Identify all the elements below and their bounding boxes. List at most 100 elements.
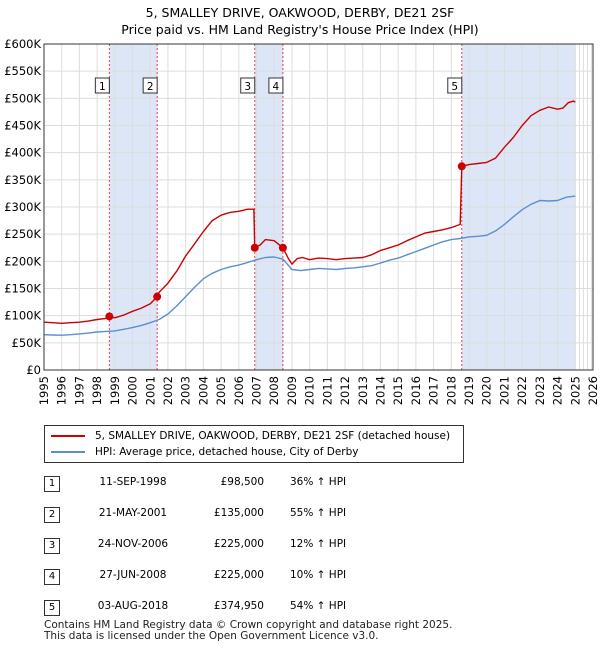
- x-tick-label: 2017: [427, 376, 441, 405]
- x-tick-label: 2023: [533, 376, 547, 405]
- sale-row: 2 21-MAY-2001 £135,000 55% ↑ HPI: [44, 503, 444, 534]
- sale-point: [153, 292, 162, 301]
- chart-title-line2: Price paid vs. HM Land Registry's House …: [121, 22, 479, 37]
- series-line: [43, 195, 576, 336]
- y-tick-label: £350K: [4, 173, 41, 187]
- y-tick-label: £550K: [4, 64, 41, 78]
- x-tick-label: 2024: [551, 376, 565, 405]
- sale-marker-label: 1: [99, 81, 106, 93]
- sale-point: [250, 243, 259, 252]
- plot-border: [43, 43, 594, 371]
- y-tick-label: £400K: [4, 146, 41, 160]
- legend-swatch-property: [51, 435, 85, 437]
- x-tick-label: 2026: [586, 376, 600, 405]
- y-tick-label: £0: [26, 363, 41, 377]
- x-tick-label: 2011: [320, 376, 334, 405]
- sale-price: £225,000: [213, 538, 264, 550]
- x-tick-label: 2000: [126, 376, 140, 405]
- sale-hpi-change: 55% ↑ HPI: [290, 507, 347, 519]
- sale-row: 4 27-JUN-2008 £225,000 10% ↑ HPI: [44, 565, 444, 596]
- x-tick-label: 2022: [515, 376, 529, 405]
- x-tick-label: 2002: [161, 376, 175, 405]
- y-tick-label: £100K: [4, 309, 41, 323]
- sale-date: 03-AUG-2018: [97, 600, 169, 612]
- x-tick-label: 2004: [196, 376, 210, 405]
- x-tick-label: 2012: [338, 376, 352, 405]
- x-tick-label: 1996: [55, 376, 69, 405]
- sale-number: 4: [44, 569, 60, 585]
- legend: 5, SMALLEY DRIVE, OAKWOOD, DERBY, DE21 2…: [44, 425, 464, 463]
- x-tick-label: 2025: [568, 376, 582, 405]
- sale-price: £135,000: [213, 507, 264, 519]
- sale-price: £374,950: [213, 600, 264, 612]
- x-tick-label: 2021: [497, 376, 511, 405]
- x-tick-label: 2001: [143, 376, 157, 405]
- legend-item-property: 5, SMALLEY DRIVE, OAKWOOD, DERBY, DE21 2…: [51, 428, 450, 444]
- x-tick-label: 2020: [480, 376, 494, 405]
- x-tick-label: 2019: [462, 376, 476, 405]
- sale-number: 5: [44, 600, 60, 616]
- sale-date: 24-NOV-2006: [97, 538, 169, 550]
- footer-line2: This data is licensed under the Open Gov…: [44, 630, 379, 642]
- footer-line1: Contains HM Land Registry data © Crown c…: [44, 619, 453, 631]
- x-tick-label: 2008: [267, 376, 281, 405]
- price-chart: 1 2 3 4 5 £0 £50K £100K £150K £200K £250K £300K £350…: [4, 37, 600, 405]
- sale-marker-box: [240, 77, 256, 94]
- sale-hpi-change: 36% ↑ HPI: [290, 476, 347, 488]
- x-tick-label: 2010: [303, 376, 317, 405]
- y-tick-label: £600K: [4, 37, 41, 51]
- x-tick-label: 2005: [214, 376, 228, 405]
- sale-marker-box: [268, 77, 284, 94]
- footer-credits: Contains HM Land Registry data © Crown c…: [44, 620, 452, 642]
- sale-date: 11-SEP-1998: [99, 476, 167, 488]
- series-line: [43, 100, 576, 324]
- sale-marker-box: [447, 77, 463, 94]
- chart-title-line1: 5, SMALLEY DRIVE, OAKWOOD, DERBY, DE21 2…: [145, 5, 455, 20]
- y-tick-label: £250K: [4, 227, 41, 241]
- sale-marker-label: 2: [147, 81, 154, 93]
- sale-marker-label: 5: [451, 81, 458, 93]
- sale-hpi-change: 54% ↑ HPI: [290, 600, 347, 612]
- sale-date: 21-MAY-2001: [98, 507, 168, 519]
- sale-marker-box: [94, 77, 110, 94]
- x-tick-label: 2014: [373, 376, 387, 405]
- y-tick-label: £50K: [12, 336, 42, 350]
- legend-swatch-hpi: [51, 451, 85, 453]
- legend-label-hpi: HPI: Average price, detached house, City…: [95, 446, 359, 458]
- sale-number: 3: [44, 538, 60, 554]
- x-tick-label: 1995: [37, 376, 51, 405]
- sale-price: £225,000: [213, 569, 264, 581]
- sale-marker-label: 4: [273, 81, 280, 93]
- x-tick-label: 1998: [90, 376, 104, 405]
- sale-marker-label: 3: [244, 81, 251, 93]
- x-tick-label: 2007: [250, 376, 264, 405]
- x-tick-label: 2015: [391, 376, 405, 405]
- x-tick-label: 2018: [444, 376, 458, 405]
- sale-hpi-change: 10% ↑ HPI: [290, 569, 347, 581]
- y-tick-label: £300K: [4, 200, 41, 214]
- sale-marker-box: [142, 77, 158, 94]
- y-tick-label: £150K: [4, 282, 41, 296]
- sale-point: [457, 162, 466, 171]
- sale-number: 1: [44, 476, 60, 492]
- x-tick-label: 2006: [232, 376, 246, 405]
- x-tick-label: 1999: [108, 376, 122, 405]
- sale-price: £98,500: [220, 476, 264, 488]
- chart-title: 5, SMALLEY DRIVE, OAKWOOD, DERBY, DE21 2…: [0, 4, 600, 38]
- sale-hpi-change: 12% ↑ HPI: [290, 538, 347, 550]
- y-tick-label: £200K: [4, 254, 41, 268]
- x-tick-label: 1997: [72, 376, 86, 405]
- sale-row: 3 24-NOV-2006 £225,000 12% ↑ HPI: [44, 534, 444, 565]
- sale-row: 5 03-AUG-2018 £374,950 54% ↑ HPI: [44, 596, 444, 627]
- sale-number: 2: [44, 507, 60, 523]
- legend-label-property: 5, SMALLEY DRIVE, OAKWOOD, DERBY, DE21 2…: [95, 430, 451, 442]
- sale-date: 27-JUN-2008: [99, 569, 167, 581]
- sale-point: [278, 243, 287, 252]
- x-tick-label: 2009: [285, 376, 299, 405]
- x-tick-label: 2016: [409, 376, 423, 405]
- y-tick-label: £500K: [4, 91, 41, 105]
- x-tick-label: 2013: [356, 376, 370, 405]
- sale-point: [105, 312, 114, 321]
- x-tick-label: 2003: [179, 376, 193, 405]
- sales-table: 1 11-SEP-1998 £98,500 36% ↑ HPI 2 21-MAY…: [44, 472, 444, 627]
